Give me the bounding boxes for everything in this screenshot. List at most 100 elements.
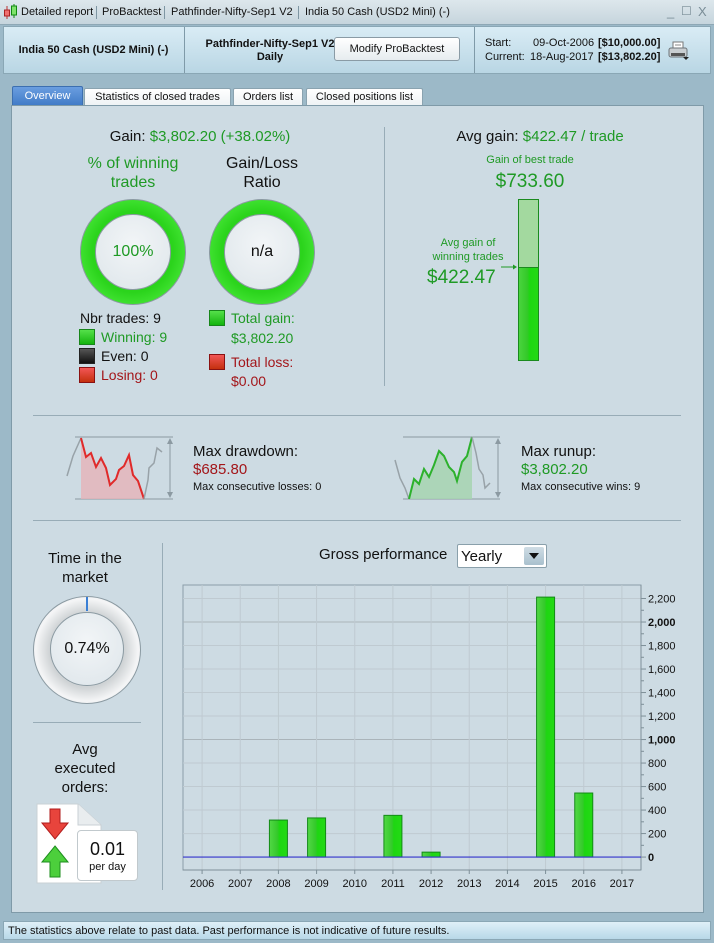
time-in-market-title-line2: market [62, 569, 108, 586]
max-runup-label: Max runup: [521, 443, 597, 460]
current-date: 18-Aug-2017 [530, 51, 594, 63]
gl-ratio-title-line1: Gain/Loss [225, 155, 299, 172]
ytick-label: 1,600 [648, 664, 676, 676]
title-separator [96, 6, 97, 19]
ytick-label: 2,200 [648, 594, 676, 606]
section-divider [162, 543, 163, 890]
title-separator [298, 6, 299, 19]
even-swatch-icon [79, 348, 95, 364]
chevron-down-icon[interactable] [524, 547, 544, 565]
ytick-label: 1,000 [648, 735, 676, 747]
avg-orders-box: 0.01 per day [77, 830, 138, 881]
bar-2016 [574, 792, 594, 858]
xtick-label: 2017 [610, 878, 634, 890]
winning-pct-title-line1: % of winning [87, 155, 179, 172]
section-divider [384, 127, 385, 386]
tab-orders-list[interactable]: Orders list [233, 88, 303, 106]
ytick-label: 0 [648, 852, 654, 864]
avg-winning-value: $422.47 [427, 267, 496, 288]
xtick-label: 2014 [495, 878, 519, 890]
xtick-label: 2010 [343, 878, 367, 890]
section-divider [33, 415, 681, 416]
arrow-right-icon [501, 264, 517, 270]
section-divider [33, 520, 681, 521]
strategy-name: Pathfinder-Nifty-Sep1 V2 [205, 38, 335, 50]
report-header: India 50 Cash (USD2 Mini) (-) Pathfinder… [3, 26, 711, 74]
minimize-button[interactable]: _ [667, 4, 675, 19]
ytick-label: 2,000 [648, 617, 676, 629]
gl-ratio-value: n/a [224, 214, 300, 290]
avg-winning-label-line1: Avg gain of [440, 237, 496, 249]
avg-orders-title-line3: orders: [61, 779, 109, 796]
nbr-trades: Nbr trades: 9 [80, 310, 161, 326]
strategy-timeframe: Daily [256, 51, 284, 63]
period-select[interactable]: Yearly [457, 544, 547, 568]
max-runup-value: $3,802.20 [521, 461, 588, 478]
gain-label: Gain: [109, 128, 146, 145]
chart-plot-area [182, 584, 642, 871]
ytick-label: 600 [648, 782, 666, 794]
max-consecutive-wins: Max consecutive wins: 9 [521, 481, 641, 493]
printer-icon[interactable] [668, 41, 690, 61]
ytick-label: 400 [648, 805, 666, 817]
ytick-label: 800 [648, 758, 666, 770]
avg-gain-summary: Avg gain: $422.47 / trade [430, 128, 650, 145]
total-loss-swatch-icon [209, 354, 225, 370]
title-bar: Detailed report ProBacktest Pathfinder-N… [0, 0, 714, 25]
max-drawdown-value: $685.80 [193, 461, 248, 478]
xtick-label: 2011 [381, 878, 405, 890]
close-button[interactable]: X [698, 4, 707, 19]
gain-summary: Gain: $3,802.20 (+38.02%) [60, 128, 340, 145]
time-in-market-title-line1: Time in the [48, 550, 122, 567]
losing-swatch-icon [79, 367, 95, 383]
bar-2008 [268, 819, 288, 858]
avg-gain-bar-fill [519, 267, 538, 360]
ytick-label: 1,200 [648, 711, 676, 723]
start-capital: [$10,000.00] [598, 37, 661, 49]
winning-count: Winning: 9 [101, 329, 168, 345]
header-divider [474, 27, 475, 73]
sell-arrow-icon [40, 808, 70, 840]
winning-pct-value: 100% [95, 214, 171, 290]
maximize-button[interactable]: ☐ [681, 4, 692, 18]
gross-performance-label: Gross performance [319, 546, 448, 563]
total-loss-label: Total loss: [231, 354, 294, 370]
title-strategy: Pathfinder-Nifty-Sep1 V2 [171, 6, 293, 18]
avg-gain-bar [518, 199, 539, 361]
losing-count: Losing: 0 [101, 367, 158, 383]
bar-2011 [383, 814, 403, 858]
xtick-label: 2013 [457, 878, 481, 890]
winning-pct-title-line2: trades [110, 174, 156, 191]
avg-gain-label: Avg gain: [456, 128, 519, 145]
title-separator [164, 6, 165, 19]
avg-gain-value: $422.47 / trade [522, 128, 624, 145]
current-capital: [$13,802.20] [598, 51, 661, 63]
start-date: 09-Oct-2006 [533, 37, 595, 49]
gross-performance-chart: 0 200 400 600 800 1,000 1,200 1,400 1,600 1,800 2,… [182, 584, 676, 890]
tab-statistics-closed-trades[interactable]: Statistics of closed trades [84, 88, 231, 106]
buy-arrow-icon [40, 845, 70, 878]
xtick-label: 2007 [228, 878, 252, 890]
title-instrument: India 50 Cash (USD2 Mini) (-) [305, 6, 450, 18]
xtick-label: 2008 [266, 878, 290, 890]
gain-value: $3,802.20 (+38.02%) [149, 128, 291, 145]
modify-probacktest-button[interactable]: Modify ProBacktest [334, 37, 460, 61]
status-bar: The statistics above relate to past data… [3, 921, 711, 940]
xtick-label: 2015 [533, 878, 557, 890]
title-detailed-report: Detailed report [21, 6, 94, 18]
winning-swatch-icon [79, 329, 95, 345]
xtick-label: 2006 [190, 878, 214, 890]
even-count: Even: 0 [101, 348, 149, 364]
avg-winning-label-line2: winning trades [432, 251, 504, 263]
ytick-label: 1,400 [648, 688, 676, 700]
section-divider [33, 722, 141, 723]
xtick-label: 2016 [572, 878, 596, 890]
best-trade-value: $733.60 [495, 171, 565, 192]
tab-closed-positions-list[interactable]: Closed positions list [306, 88, 423, 106]
start-label: Start: [485, 37, 512, 49]
tab-overview[interactable]: Overview [12, 86, 83, 106]
runup-chart-icon [394, 436, 501, 500]
max-drawdown-label: Max drawdown: [193, 443, 299, 460]
best-trade-label: Gain of best trade [486, 154, 574, 166]
drawdown-chart-icon [66, 436, 173, 500]
